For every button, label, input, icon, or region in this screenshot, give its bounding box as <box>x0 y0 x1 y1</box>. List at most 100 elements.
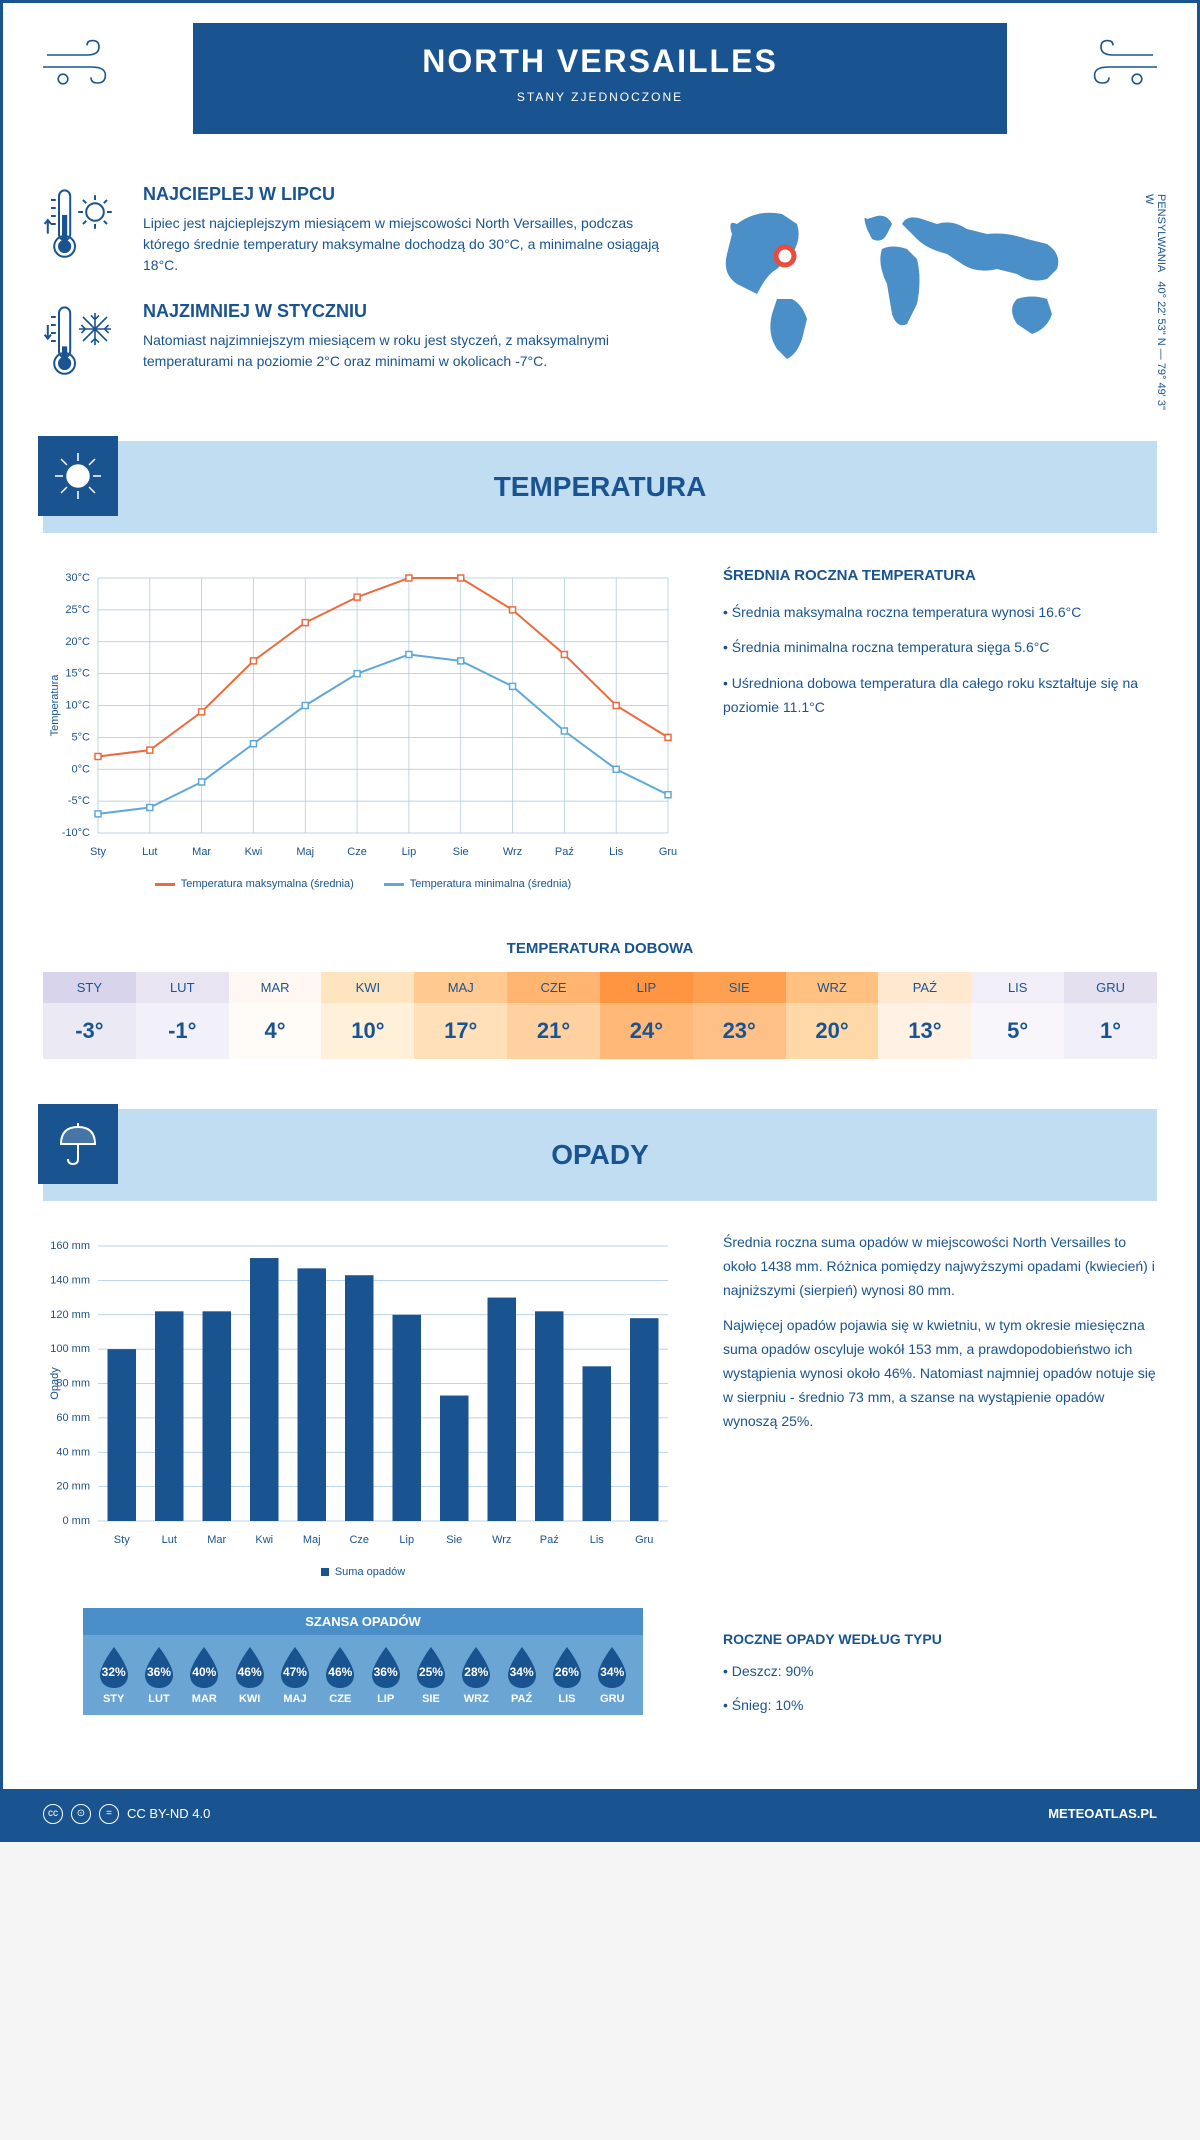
sun-icon <box>38 436 118 516</box>
precip-type-title: ROCZNE OPADY WEDŁUG TYPU <box>723 1628 1157 1652</box>
svg-text:Mar: Mar <box>207 1534 226 1546</box>
daily-temp-cell: KWI10° <box>321 972 414 1059</box>
daily-temp-cell: LUT-1° <box>136 972 229 1059</box>
thermometer-cold-icon <box>43 301 123 386</box>
svg-text:Paź: Paź <box>555 846 574 858</box>
svg-text:120 mm: 120 mm <box>50 1309 90 1321</box>
svg-text:Gru: Gru <box>635 1534 653 1546</box>
site-name: METEOATLAS.PL <box>1048 1806 1157 1821</box>
daily-temp-cell: SIE23° <box>693 972 786 1059</box>
header: NORTH VERSAILLES STANY ZJEDNOCZONE <box>3 3 1197 154</box>
svg-text:Gru: Gru <box>659 846 677 858</box>
precip-desc-2: Najwięcej opadów pojawia się w kwietniu,… <box>723 1314 1157 1433</box>
page-title: NORTH VERSAILLES <box>193 43 1007 80</box>
svg-text:0°C: 0°C <box>72 763 91 775</box>
chance-drop: 25%SIE <box>408 1645 453 1705</box>
daily-temp-cell: WRZ20° <box>786 972 879 1059</box>
chance-drop: 28%WRZ <box>454 1645 499 1705</box>
chance-drop: 36%LUT <box>136 1645 181 1705</box>
svg-text:Wrz: Wrz <box>492 1534 511 1546</box>
chance-drop: 34%PAŹ <box>499 1645 544 1705</box>
cold-title: NAJZIMNIEJ W STYCZNIU <box>143 301 677 322</box>
cold-block: NAJZIMNIEJ W STYCZNIU Natomiast najzimni… <box>43 301 677 386</box>
svg-text:Kwi: Kwi <box>245 846 263 858</box>
temperature-section-title: TEMPERATURA <box>494 471 707 502</box>
legend-precip: Suma opadów <box>335 1566 405 1578</box>
footer: cc ⊙ = CC BY-ND 4.0 METEOATLAS.PL <box>3 1789 1197 1839</box>
temperature-stats: ŚREDNIA ROCZNA TEMPERATURA • Średnia mak… <box>723 563 1157 890</box>
stat-item: • Średnia minimalna roczna temperatura s… <box>723 636 1157 660</box>
svg-text:40 mm: 40 mm <box>56 1446 90 1458</box>
svg-text:Maj: Maj <box>303 1534 321 1546</box>
svg-text:Cze: Cze <box>347 846 367 858</box>
world-map: PENSYLWANIA 40° 22' 53" N — 79° 49' 3" W <box>707 184 1157 411</box>
svg-text:-10°C: -10°C <box>62 827 90 839</box>
svg-text:140 mm: 140 mm <box>50 1274 90 1286</box>
daily-temp-cell: STY-3° <box>43 972 136 1059</box>
svg-text:Sie: Sie <box>453 846 469 858</box>
svg-text:Wrz: Wrz <box>503 846 522 858</box>
svg-text:Sie: Sie <box>446 1534 462 1546</box>
title-block: NORTH VERSAILLES STANY ZJEDNOCZONE <box>193 23 1007 134</box>
precip-desc: Średnia roczna suma opadów w miejscowośc… <box>723 1231 1157 1578</box>
daily-temp-cell: MAR4° <box>229 972 322 1059</box>
hot-title: NAJCIEPLEJ W LIPCU <box>143 184 677 205</box>
chance-drop: 26%LIS <box>544 1645 589 1705</box>
chance-drop: 32%STY <box>91 1645 136 1705</box>
svg-text:Lis: Lis <box>590 1534 605 1546</box>
daily-temp-title: TEMPERATURA DOBOWA <box>43 940 1157 957</box>
stats-title: ŚREDNIA ROCZNA TEMPERATURA <box>723 563 1157 589</box>
svg-text:10°C: 10°C <box>65 700 90 712</box>
coords-label: PENSYLWANIA 40° 22' 53" N — 79° 49' 3" W <box>1143 194 1167 411</box>
daily-temp-cell: LIP24° <box>600 972 693 1059</box>
precip-section-header: OPADY <box>43 1109 1157 1201</box>
daily-temp-cell: CZE21° <box>507 972 600 1059</box>
chance-drop: 46%CZE <box>318 1645 363 1705</box>
svg-text:160 mm: 160 mm <box>50 1240 90 1252</box>
daily-temp-cell: MAJ17° <box>414 972 507 1059</box>
svg-text:Opady: Opady <box>49 1367 61 1400</box>
cold-desc: Natomiast najzimniejszym miesiącem w rok… <box>143 330 677 372</box>
svg-text:Maj: Maj <box>296 846 314 858</box>
precip-bar-chart: 0 mm20 mm40 mm60 mm80 mm100 mm120 mm140 … <box>43 1231 683 1578</box>
svg-text:20 mm: 20 mm <box>56 1481 90 1493</box>
decor-swirl-right <box>1077 33 1157 107</box>
chance-drop: 47%MAJ <box>272 1645 317 1705</box>
svg-text:0 mm: 0 mm <box>63 1515 91 1527</box>
umbrella-icon <box>38 1104 118 1184</box>
svg-text:Lis: Lis <box>609 846 624 858</box>
svg-text:Temperatura: Temperatura <box>49 674 61 737</box>
legend-max: Temperatura maksymalna (średnia) <box>181 878 354 890</box>
stat-item: • Średnia maksymalna roczna temperatura … <box>723 601 1157 625</box>
svg-text:Cze: Cze <box>349 1534 369 1546</box>
svg-text:Kwi: Kwi <box>255 1534 273 1546</box>
chance-drop: 46%KWI <box>227 1645 272 1705</box>
precip-desc-1: Średnia roczna suma opadów w miejscowośc… <box>723 1231 1157 1302</box>
precip-type-item: • Śnieg: 10% <box>723 1694 1157 1716</box>
svg-text:Lip: Lip <box>402 846 417 858</box>
chance-row: 32%STY36%LUT40%MAR46%KWI47%MAJ46%CZE36%L… <box>83 1635 643 1715</box>
svg-text:5°C: 5°C <box>72 731 91 743</box>
svg-text:Sty: Sty <box>114 1534 130 1546</box>
svg-text:Lut: Lut <box>162 1534 177 1546</box>
page-subtitle: STANY ZJEDNOCZONE <box>193 90 1007 104</box>
svg-text:80 mm: 80 mm <box>56 1378 90 1390</box>
svg-text:Mar: Mar <box>192 846 211 858</box>
legend-min: Temperatura minimalna (średnia) <box>410 878 571 890</box>
thermometer-hot-icon <box>43 184 123 276</box>
svg-text:30°C: 30°C <box>65 572 90 584</box>
svg-text:Lip: Lip <box>399 1534 414 1546</box>
svg-text:Sty: Sty <box>90 846 106 858</box>
svg-text:Paź: Paź <box>540 1534 559 1546</box>
svg-text:Lut: Lut <box>142 846 157 858</box>
svg-text:25°C: 25°C <box>65 604 90 616</box>
svg-text:15°C: 15°C <box>65 668 90 680</box>
hot-block: NAJCIEPLEJ W LIPCU Lipiec jest najcieple… <box>43 184 677 276</box>
decor-swirl-left <box>43 33 123 107</box>
stat-item: • Uśredniona dobowa temperatura dla całe… <box>723 672 1157 720</box>
region-label: PENSYLWANIA <box>1155 194 1167 272</box>
license-text: CC BY-ND 4.0 <box>127 1806 210 1821</box>
chance-drop: 36%LIP <box>363 1645 408 1705</box>
daily-temperature: TEMPERATURA DOBOWA STY-3°LUT-1°MAR4°KWI1… <box>3 920 1197 1079</box>
chance-drop: 34%GRU <box>590 1645 635 1705</box>
